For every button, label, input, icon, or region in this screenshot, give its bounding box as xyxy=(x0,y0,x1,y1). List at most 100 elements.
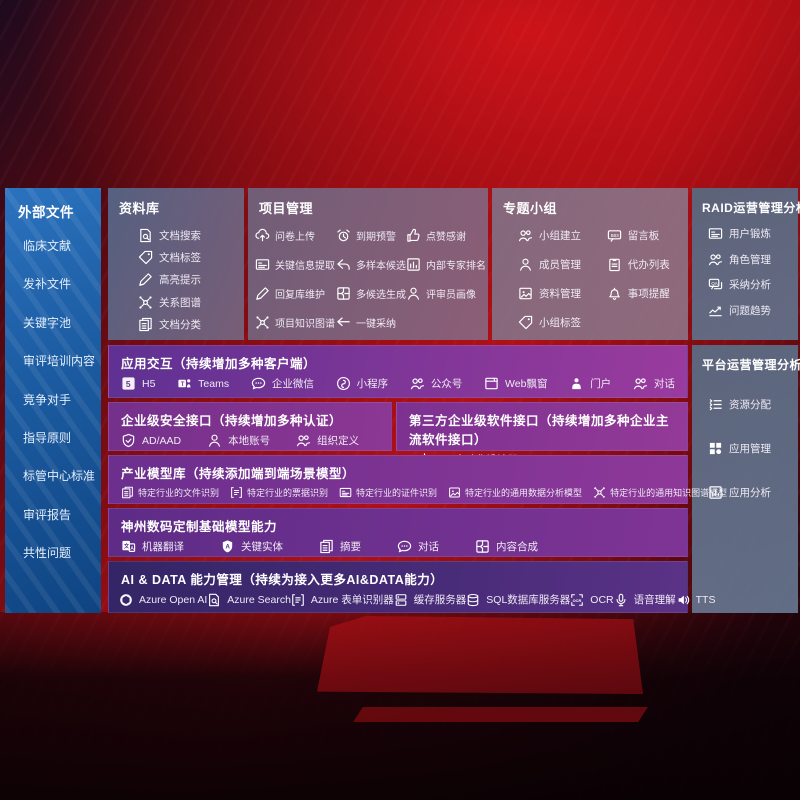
svg-text:5: 5 xyxy=(126,379,131,389)
h5-icon: 5 xyxy=(121,376,136,391)
feature-sample-candidates: 多样本候选 xyxy=(336,257,406,272)
auth-local-account: 本地账号 xyxy=(207,433,270,448)
feature-highlight: 高亮提示 xyxy=(138,272,244,287)
trend-icon xyxy=(708,303,723,318)
allocate-list-icon xyxy=(708,397,723,412)
feature-multi-generate: 多候选生成 xyxy=(336,286,406,301)
model-file-recognition: 特定行业的文件识别 xyxy=(121,486,219,499)
feature-label: 内部专家排名 xyxy=(426,261,486,272)
user-card-icon xyxy=(708,226,723,241)
sql-db-icon xyxy=(466,593,480,607)
service-azure-search: Azure Search xyxy=(207,593,291,607)
sidebar-item-supplement-files: 发补文件 xyxy=(23,277,72,292)
teams-icon: T xyxy=(177,376,192,391)
mini-program-icon xyxy=(336,376,351,391)
svg-text:BBS: BBS xyxy=(611,233,619,238)
model-label: 特定行业的通用知识图谱模型 xyxy=(610,488,728,498)
client-label: 门户 xyxy=(590,378,612,390)
feature-project-knowledge-graph: 项目知识图谱 xyxy=(255,315,336,330)
feature-label: 小组标签 xyxy=(539,317,581,329)
entity-icon: A xyxy=(220,539,235,554)
cache-server-icon xyxy=(394,593,408,607)
group-create-icon xyxy=(518,228,533,243)
client-label: H5 xyxy=(142,377,156,390)
raid-items: 用户锻炼 角色管理 QA 采纳分析 问题趋势 xyxy=(692,216,798,328)
service-speech-understanding: 语音理解 xyxy=(614,592,676,607)
adopt-analysis-icon: QA xyxy=(708,277,723,292)
client-portal: 门户 xyxy=(569,376,611,391)
feature-reviewer-profile: 评审员画像 xyxy=(406,286,486,301)
feature-info-extract: 关键信息提取 xyxy=(255,257,336,272)
model-bill-recognition: 特定行业的票据识别 xyxy=(230,486,328,499)
reviewer-icon xyxy=(406,286,421,301)
tts-icon xyxy=(676,593,690,607)
feature-label: 关系图谱 xyxy=(159,296,201,309)
feature-adopt-analysis: QA 采纳分析 xyxy=(708,277,798,292)
feature-label: 应用管理 xyxy=(729,443,771,455)
service-sql-server: SQL数据库服务器 xyxy=(466,592,570,607)
feature-label: 问题趋势 xyxy=(729,304,771,317)
feature-label: 点赞感谢 xyxy=(426,232,466,243)
panel-title: 外部文件 xyxy=(18,205,74,220)
feature-todo-list: 代办列表 xyxy=(607,257,686,272)
official-account-icon xyxy=(410,376,425,391)
compose-icon xyxy=(475,539,490,554)
svg-text:QA: QA xyxy=(711,281,717,286)
feature-label: 角色管理 xyxy=(729,253,771,266)
feature-group-create: 小组建立 xyxy=(518,228,607,243)
sidebar-item-review-reports: 审评报告 xyxy=(23,507,72,522)
service-label: SQL数据库服务器 xyxy=(486,594,571,606)
capability-key-entity: A 关键实体 xyxy=(220,539,283,554)
service-label: Azure 表单识别器 xyxy=(310,594,394,606)
service-label: Azure Open AI xyxy=(139,593,208,606)
row-base-model-capabilities: 神州数码定制基础模型能力 文 A 机器翻译 A 关键实体 摘要 对话 内容合成 xyxy=(108,508,688,557)
summary-icon xyxy=(319,539,334,554)
sidebar-item-review-training: 审评培训内容 xyxy=(23,354,96,369)
row-title: 神州数码定制基础模型能力 xyxy=(121,520,278,534)
feature-label: 项目知识图谱 xyxy=(275,319,335,330)
panel-title: 资料库 xyxy=(119,201,160,216)
local-account-icon xyxy=(207,433,222,448)
sidebar-item-center-standards: 标管中心标准 xyxy=(23,469,96,484)
capability-label: 对话 xyxy=(418,541,439,553)
speech-icon xyxy=(614,593,628,607)
svg-text:A: A xyxy=(226,543,231,550)
auth-label: AD/AAD xyxy=(142,434,182,447)
client-label: 对话 xyxy=(653,378,675,390)
feature-label: 多候选生成 xyxy=(356,290,406,301)
data-model-icon xyxy=(448,486,461,499)
row-security-interface: 企业级安全接口（持续增加多种认证） AD/AAD 本地账号 组织定义 xyxy=(108,402,392,451)
feature-label: 一键采纳 xyxy=(356,319,396,330)
openai-icon xyxy=(119,593,133,607)
row-title: 应用交互（持续增加多种客户端） xyxy=(121,357,317,371)
feature-label: 留言板 xyxy=(627,230,660,242)
feature-user-training: 用户锻炼 xyxy=(708,226,798,241)
auth-label: 本地账号 xyxy=(228,435,271,447)
app-chart-icon xyxy=(708,485,723,500)
feature-label: 问卷上传 xyxy=(275,232,315,243)
feature-group-tag: 小组标签 xyxy=(518,315,607,330)
capability-summary: 摘要 xyxy=(319,539,361,554)
feature-relation-graph: 关系图谱 xyxy=(138,295,244,310)
doc-tag-icon xyxy=(138,250,153,265)
feature-reply-library: 回复库维护 xyxy=(255,286,336,301)
feature-questionnaire-upload: 问卷上传 xyxy=(255,228,336,243)
bill-recognize-icon xyxy=(230,486,243,499)
client-h5: 5 H5 xyxy=(121,376,155,391)
row-industry-models: 产业模型库（持续添加端到端场景模型） 特定行业的文件识别 特定行业的票据识别 特… xyxy=(108,455,727,504)
service-label: 缓存服务器 xyxy=(413,594,467,606)
service-tts: TTS xyxy=(676,593,716,607)
alarm-icon xyxy=(336,228,351,243)
service-label: TTS xyxy=(695,593,716,606)
rank-icon xyxy=(406,257,421,272)
feature-label: 代办列表 xyxy=(627,259,670,271)
feature-material-manage: 资料管理 xyxy=(518,286,607,301)
client-official-account: 公众号 xyxy=(410,376,462,391)
row-title: AI & DATA 能力管理（持续为接入更多AI&DATA能力） xyxy=(121,573,444,587)
feature-reminder: 事项提醒 xyxy=(607,286,686,301)
auth-label: 组织定义 xyxy=(317,435,360,447)
feature-label: 高亮提示 xyxy=(159,274,201,287)
sidebar-item-guidelines: 指导原则 xyxy=(23,430,72,445)
adopt-arrow-icon xyxy=(336,315,351,330)
feature-expert-ranking: 内部专家排名 xyxy=(406,257,486,272)
